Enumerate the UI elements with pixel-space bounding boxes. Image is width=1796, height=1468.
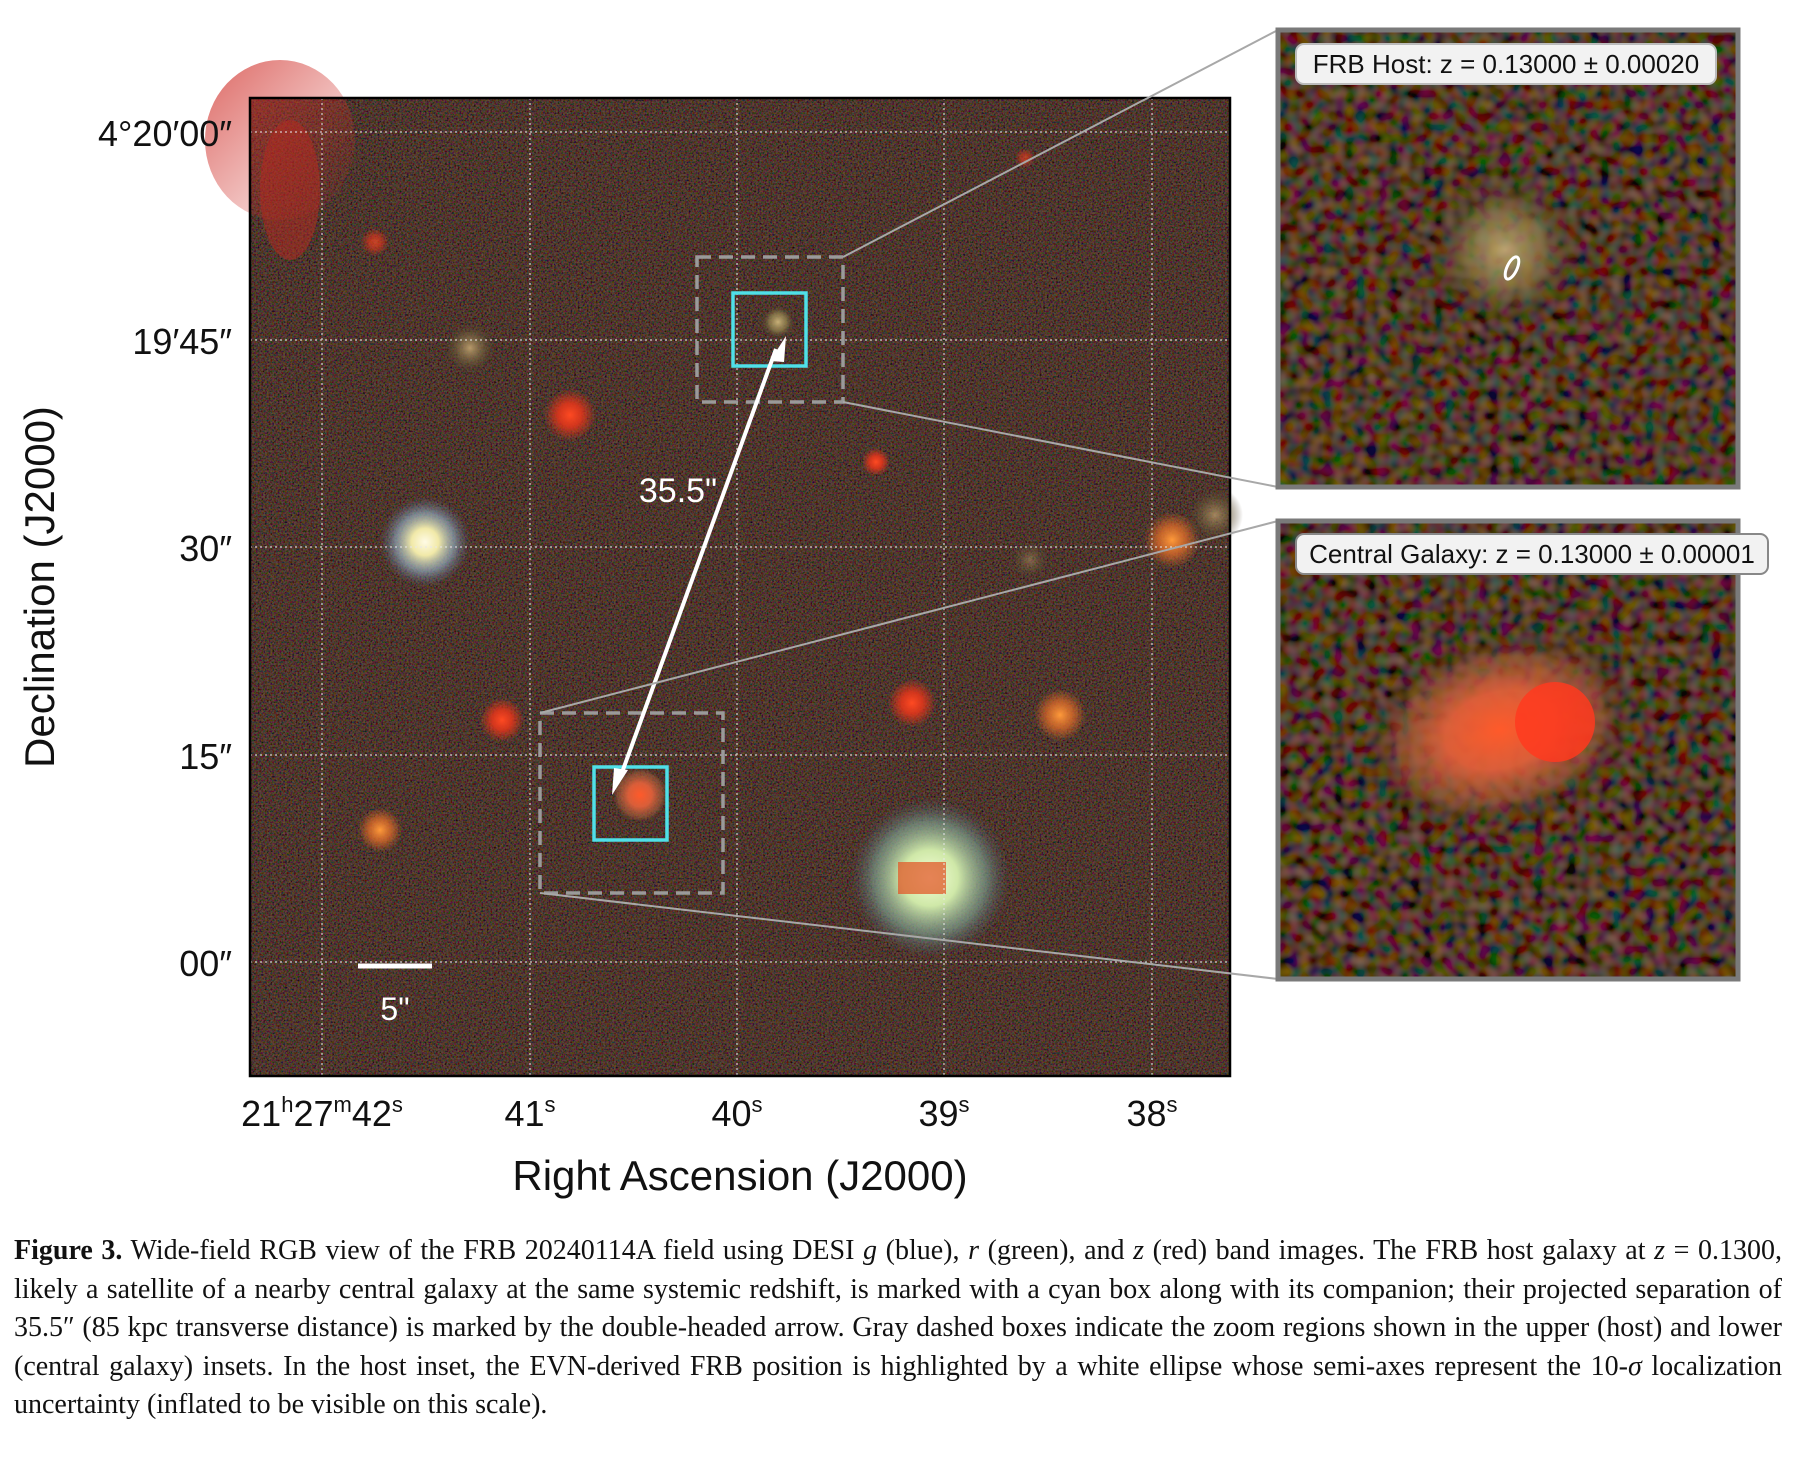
separation-label: 35.5" — [639, 472, 717, 510]
caption-text: localization uncertainty (inflated to be… — [14, 1350, 1783, 1421]
central-inset: Central Galaxy: z = 0.13000 ± 0.00001 — [1275, 518, 1769, 982]
galaxy — [1187, 487, 1243, 543]
caption-text: (blue), — [877, 1235, 969, 1266]
caption-math: σ — [1627, 1350, 1642, 1382]
star — [361, 228, 389, 256]
central-galaxy — [610, 765, 670, 825]
caption-text: (red) band images. The FRB host galaxy a… — [1144, 1235, 1655, 1266]
ra-tick-label: 39s — [918, 1092, 969, 1134]
y-axis-label: Declination (J2000) — [16, 406, 63, 768]
dec-tick-label: 15″ — [179, 736, 232, 777]
host-inset: FRB Host: z = 0.13000 ± 0.00020 — [1275, 27, 1741, 490]
star — [380, 497, 470, 587]
caption-text: (green), and — [979, 1235, 1134, 1266]
galaxy — [1010, 540, 1050, 580]
caption-text: = 0.1300, likely a satellite of a nearby… — [14, 1235, 1783, 1382]
central-inset-label-box — [1295, 533, 1769, 575]
ra-tick-label: 21h27m42s — [241, 1092, 403, 1134]
caption-text: Wide-field RGB view of the FRB 20240114A… — [122, 1235, 864, 1266]
caption-math: z — [1654, 1235, 1665, 1266]
frb-localization-ellipse — [1503, 255, 1521, 281]
ra-tick-label: 40s — [711, 1092, 762, 1134]
dec-tick-label: 19′45″ — [132, 321, 232, 362]
central-zoom-region — [538, 711, 725, 895]
ra-tick-label: 38s — [1126, 1092, 1177, 1134]
star — [1144, 512, 1200, 568]
rgb-field-figure: 35.5" 5" FRB Host: z = 0.13000 ± 0.00020… — [16, 27, 1769, 1199]
frb-host-galaxy — [760, 304, 796, 340]
main-image-frame — [248, 96, 1232, 1078]
host-inset-label-box — [1295, 43, 1717, 85]
main-image: 35.5" 5" — [205, 60, 1243, 1078]
central-inset-label: Central Galaxy: z = 0.13000 ± 0.00001 — [1309, 539, 1755, 569]
star — [888, 679, 936, 727]
dec-tick-label: 00″ — [179, 943, 232, 984]
dec-tick-label: 4°20′00″ — [98, 113, 232, 154]
star — [480, 698, 524, 742]
host-inset-label: FRB Host: z = 0.13000 ± 0.00020 — [1313, 49, 1699, 79]
scale-bar-label: 5" — [380, 991, 409, 1027]
inset-connectors — [539, 29, 1279, 980]
star — [544, 389, 596, 441]
caption-math: g — [863, 1235, 878, 1266]
figure-caption: Figure 3. Wide-field RGB view of the FRB… — [14, 1232, 1782, 1425]
dec-tick-label: 30″ — [179, 528, 232, 569]
coordinate-grid — [250, 98, 1230, 1076]
x-axis-label: Right Ascension (J2000) — [512, 1152, 967, 1199]
figure-number: Figure 3. — [14, 1235, 123, 1266]
star — [358, 808, 402, 852]
star — [862, 448, 890, 476]
host-zoom-region — [695, 255, 845, 404]
caption-math: z — [1133, 1235, 1145, 1266]
star — [1034, 689, 1086, 741]
caption-math: r — [968, 1235, 980, 1266]
central-cyan-box — [592, 765, 669, 842]
ra-tick-label: 41s — [504, 1092, 555, 1134]
galaxy — [444, 322, 496, 374]
star — [1015, 148, 1035, 168]
separation-arrow — [612, 336, 786, 795]
